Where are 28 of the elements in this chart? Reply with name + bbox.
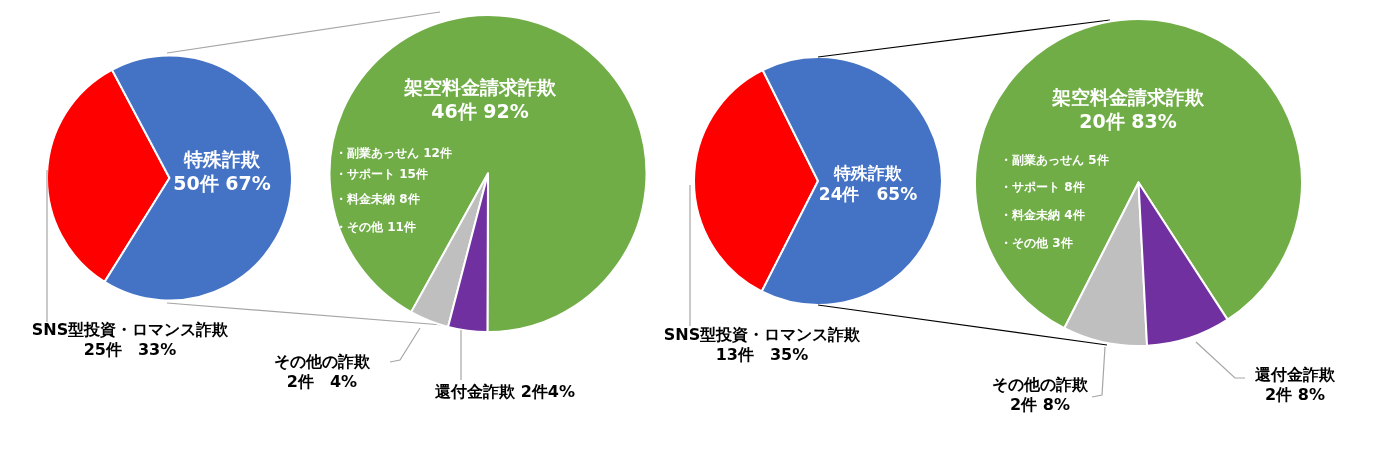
data-label: 13件 35% xyxy=(715,345,809,364)
slice-label: SNS型投資・ロマンス詐欺 xyxy=(663,325,861,344)
data-label: 25件 33% xyxy=(83,340,177,359)
text: ・副業あっせん 12件 xyxy=(335,145,452,161)
slice-label: 還付金詐欺 xyxy=(1255,365,1335,384)
slice-label: SNS型投資・ロマンス詐欺 xyxy=(31,320,229,339)
data-label: 24件 65% xyxy=(818,184,918,204)
text: ・料金未納 4件 xyxy=(1000,207,1085,223)
slice-label: 特殊詐欺 xyxy=(183,148,260,171)
slice-label: 還付金詐欺 2件4% xyxy=(435,382,575,402)
slice-label: 架空料金請求詐欺 xyxy=(404,76,556,99)
data-label: 2件 8% xyxy=(1265,385,1325,404)
slice-label: その他の詐欺 xyxy=(992,375,1088,394)
pie-slice xyxy=(328,14,648,333)
text: ・その他 3件 xyxy=(1000,235,1073,251)
data-label: 50件 67% xyxy=(173,172,271,194)
data-label: 2件 4% xyxy=(286,372,358,391)
text: ・料金未納 8件 xyxy=(335,191,420,207)
data-label: 46件 92% xyxy=(431,100,529,122)
slice-label: 特殊詐欺 xyxy=(833,162,902,183)
text: ・副業あっせん 5件 xyxy=(1000,152,1109,168)
data-label: 2件 8% xyxy=(1010,395,1070,414)
slice-label: その他の詐欺 xyxy=(274,352,370,371)
text: ・サポート 8件 xyxy=(1000,179,1085,195)
text: ・サポート 15件 xyxy=(335,166,428,182)
text: ・その他 11件 xyxy=(335,219,416,235)
data-label: 20件 83% xyxy=(1079,110,1177,132)
slice-label: 架空料金請求詐欺 xyxy=(1052,86,1204,109)
